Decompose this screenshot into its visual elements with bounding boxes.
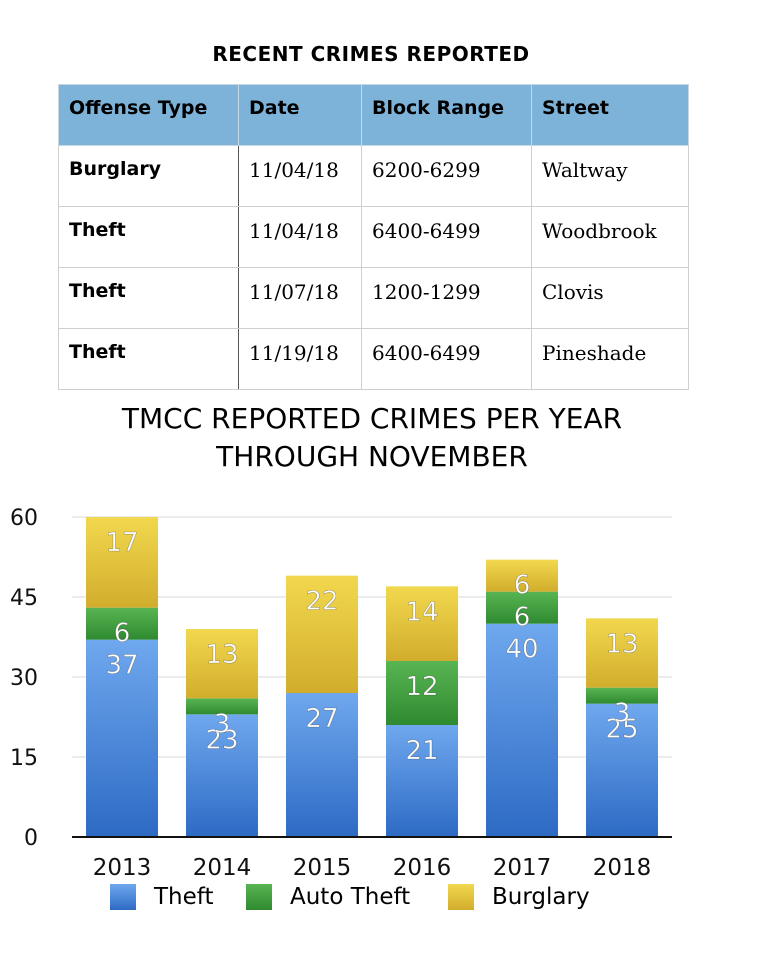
header-street: Street (531, 84, 689, 146)
cell-date: 11/07/18 (238, 267, 362, 329)
table-header-row: Offense Type Date Block Range Street (58, 84, 689, 146)
data-label: 27 (305, 704, 338, 734)
header-block-range: Block Range (361, 84, 532, 146)
data-label: 40 (505, 635, 538, 665)
bar-theft-2013 (86, 639, 158, 837)
bar-burglary-2018 (586, 618, 658, 688)
chart-legend: Theft Auto Theft Burglary (0, 884, 758, 924)
bar-auto-theft-2017 (486, 591, 558, 624)
cell-street: Clovis (531, 267, 689, 329)
legend-label-theft: Theft (154, 884, 214, 910)
data-label: 6 (114, 619, 131, 649)
cell-offense: Burglary (58, 145, 239, 207)
cell-offense: Theft (58, 267, 239, 329)
table-row: Theft 11/19/18 6400-6499 Pineshade (58, 328, 689, 390)
cell-block: 1200-1299 (361, 267, 532, 329)
bar-theft-2014 (186, 714, 258, 837)
data-label: 6 (514, 603, 531, 633)
bar-theft-2018 (586, 703, 658, 837)
cell-street: Woodbrook (531, 206, 689, 268)
legend-swatch-theft (110, 884, 136, 910)
data-label: 13 (605, 629, 638, 659)
stacked-bar-chart: 0153045603761720132331320142722201521121… (10, 506, 672, 880)
recent-crimes-table: Offense Type Date Block Range Street Bur… (58, 84, 689, 390)
table-title: RECENT CRIMES REPORTED (212, 42, 530, 66)
header-date: Date (238, 84, 362, 146)
legend-label-auto-theft: Auto Theft (290, 884, 411, 910)
cell-date: 11/19/18 (238, 328, 362, 390)
bar-burglary-2017 (486, 559, 558, 592)
table-row: Burglary 11/04/18 6200-6299 Waltway (58, 145, 689, 207)
bar-burglary-2014 (186, 629, 258, 699)
y-tick-label: 45 (10, 586, 38, 611)
bar-burglary-2016 (386, 586, 458, 661)
x-tick-label: 2018 (593, 855, 652, 880)
data-label: 23 (205, 725, 238, 755)
cell-date: 11/04/18 (238, 145, 362, 207)
bar-theft-2017 (486, 623, 558, 837)
chart-title-line-2: THROUGH NOVEMBER (216, 440, 528, 473)
x-tick-label: 2014 (193, 855, 252, 880)
cell-block: 6400-6499 (361, 328, 532, 390)
bar-auto-theft-2016 (386, 661, 458, 725)
data-label: 6 (514, 571, 531, 601)
data-label: 3 (614, 699, 631, 729)
x-tick-label: 2015 (293, 855, 352, 880)
y-tick-label: 60 (10, 506, 38, 531)
data-label: 21 (405, 736, 438, 766)
legend-item-theft: Theft (110, 884, 214, 910)
y-tick-label: 0 (24, 826, 38, 851)
cell-date: 11/04/18 (238, 206, 362, 268)
y-tick-label: 15 (10, 746, 38, 771)
cell-street: Pineshade (531, 328, 689, 390)
data-label: 12 (405, 672, 438, 702)
chart-title-line-1: TMCC REPORTED CRIMES PER YEAR (121, 402, 623, 435)
bar-theft-2015 (286, 693, 358, 837)
data-label: 14 (405, 597, 438, 627)
x-tick-label: 2016 (393, 855, 452, 880)
bar-burglary-2015 (286, 575, 358, 693)
y-tick-label: 30 (10, 666, 38, 691)
data-label: 3 (214, 709, 231, 739)
cell-street: Waltway (531, 145, 689, 207)
data-label: 22 (305, 587, 338, 617)
data-label: 37 (105, 651, 138, 681)
header-offense-type: Offense Type (58, 84, 239, 146)
legend-swatch-burglary (448, 884, 474, 910)
bar-auto-theft-2013 (86, 607, 158, 640)
bar-burglary-2013 (86, 517, 158, 608)
legend-swatch-auto-theft (246, 884, 272, 910)
table-row: Theft 11/04/18 6400-6499 Woodbrook (58, 206, 689, 268)
bar-auto-theft-2014 (186, 698, 258, 715)
data-label: 17 (105, 528, 138, 558)
legend-item-auto-theft: Auto Theft (246, 884, 410, 910)
x-tick-label: 2013 (93, 855, 152, 880)
cell-offense: Theft (58, 328, 239, 390)
cell-block: 6200-6299 (361, 145, 532, 207)
legend-item-burglary: Burglary (448, 884, 590, 910)
table-row: Theft 11/07/18 1200-1299 Clovis (58, 267, 689, 329)
legend-label-burglary: Burglary (492, 884, 590, 910)
data-label: 13 (205, 640, 238, 670)
x-tick-label: 2017 (493, 855, 552, 880)
cell-offense: Theft (58, 206, 239, 268)
chart-title: TMCC REPORTED CRIMES PER YEAR THROUGH NO… (0, 400, 744, 476)
bar-auto-theft-2018 (586, 687, 658, 704)
cell-block: 6400-6499 (361, 206, 532, 268)
bar-theft-2016 (386, 725, 458, 837)
data-label: 25 (605, 715, 638, 745)
